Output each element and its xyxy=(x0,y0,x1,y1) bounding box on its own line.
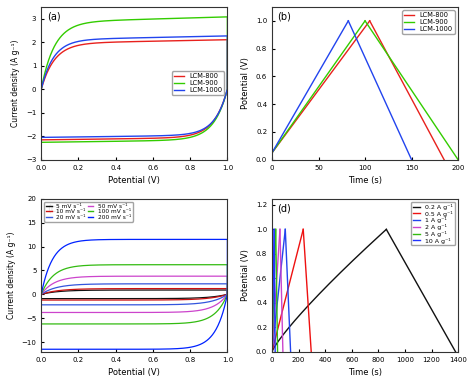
Y-axis label: Potential (V): Potential (V) xyxy=(241,249,250,301)
X-axis label: Time (s): Time (s) xyxy=(348,368,382,377)
X-axis label: Time (s): Time (s) xyxy=(348,176,382,185)
Legend: LCM-800, LCM-900, LCM-1000: LCM-800, LCM-900, LCM-1000 xyxy=(172,71,224,95)
Text: (b): (b) xyxy=(278,12,292,22)
X-axis label: Potential (V): Potential (V) xyxy=(109,176,160,185)
X-axis label: Potential (V): Potential (V) xyxy=(109,368,160,377)
Y-axis label: Current density (A g⁻¹): Current density (A g⁻¹) xyxy=(11,40,20,127)
Y-axis label: Current density (A g⁻¹): Current density (A g⁻¹) xyxy=(7,232,16,319)
Legend: 0.2 A g⁻¹, 0.5 A g⁻¹, 1 A g⁻¹, 2 A g⁻¹, 5 A g⁻¹, 10 A g⁻¹: 0.2 A g⁻¹, 0.5 A g⁻¹, 1 A g⁻¹, 2 A g⁻¹, … xyxy=(411,202,455,245)
Legend: LCM-800, LCM-900, LCM-1000: LCM-800, LCM-900, LCM-1000 xyxy=(402,10,455,34)
Legend: 5 mV s⁻¹, 10 mV s⁻¹, 20 mV s⁻¹, 50 mV s⁻¹, 100 mV s⁻¹, 200 mV s⁻¹: 5 mV s⁻¹, 10 mV s⁻¹, 20 mV s⁻¹, 50 mV s⁻… xyxy=(44,202,133,222)
Text: (c): (c) xyxy=(47,204,60,214)
Y-axis label: Potential (V): Potential (V) xyxy=(241,58,250,109)
Text: (a): (a) xyxy=(47,12,61,22)
Text: (d): (d) xyxy=(278,204,292,214)
